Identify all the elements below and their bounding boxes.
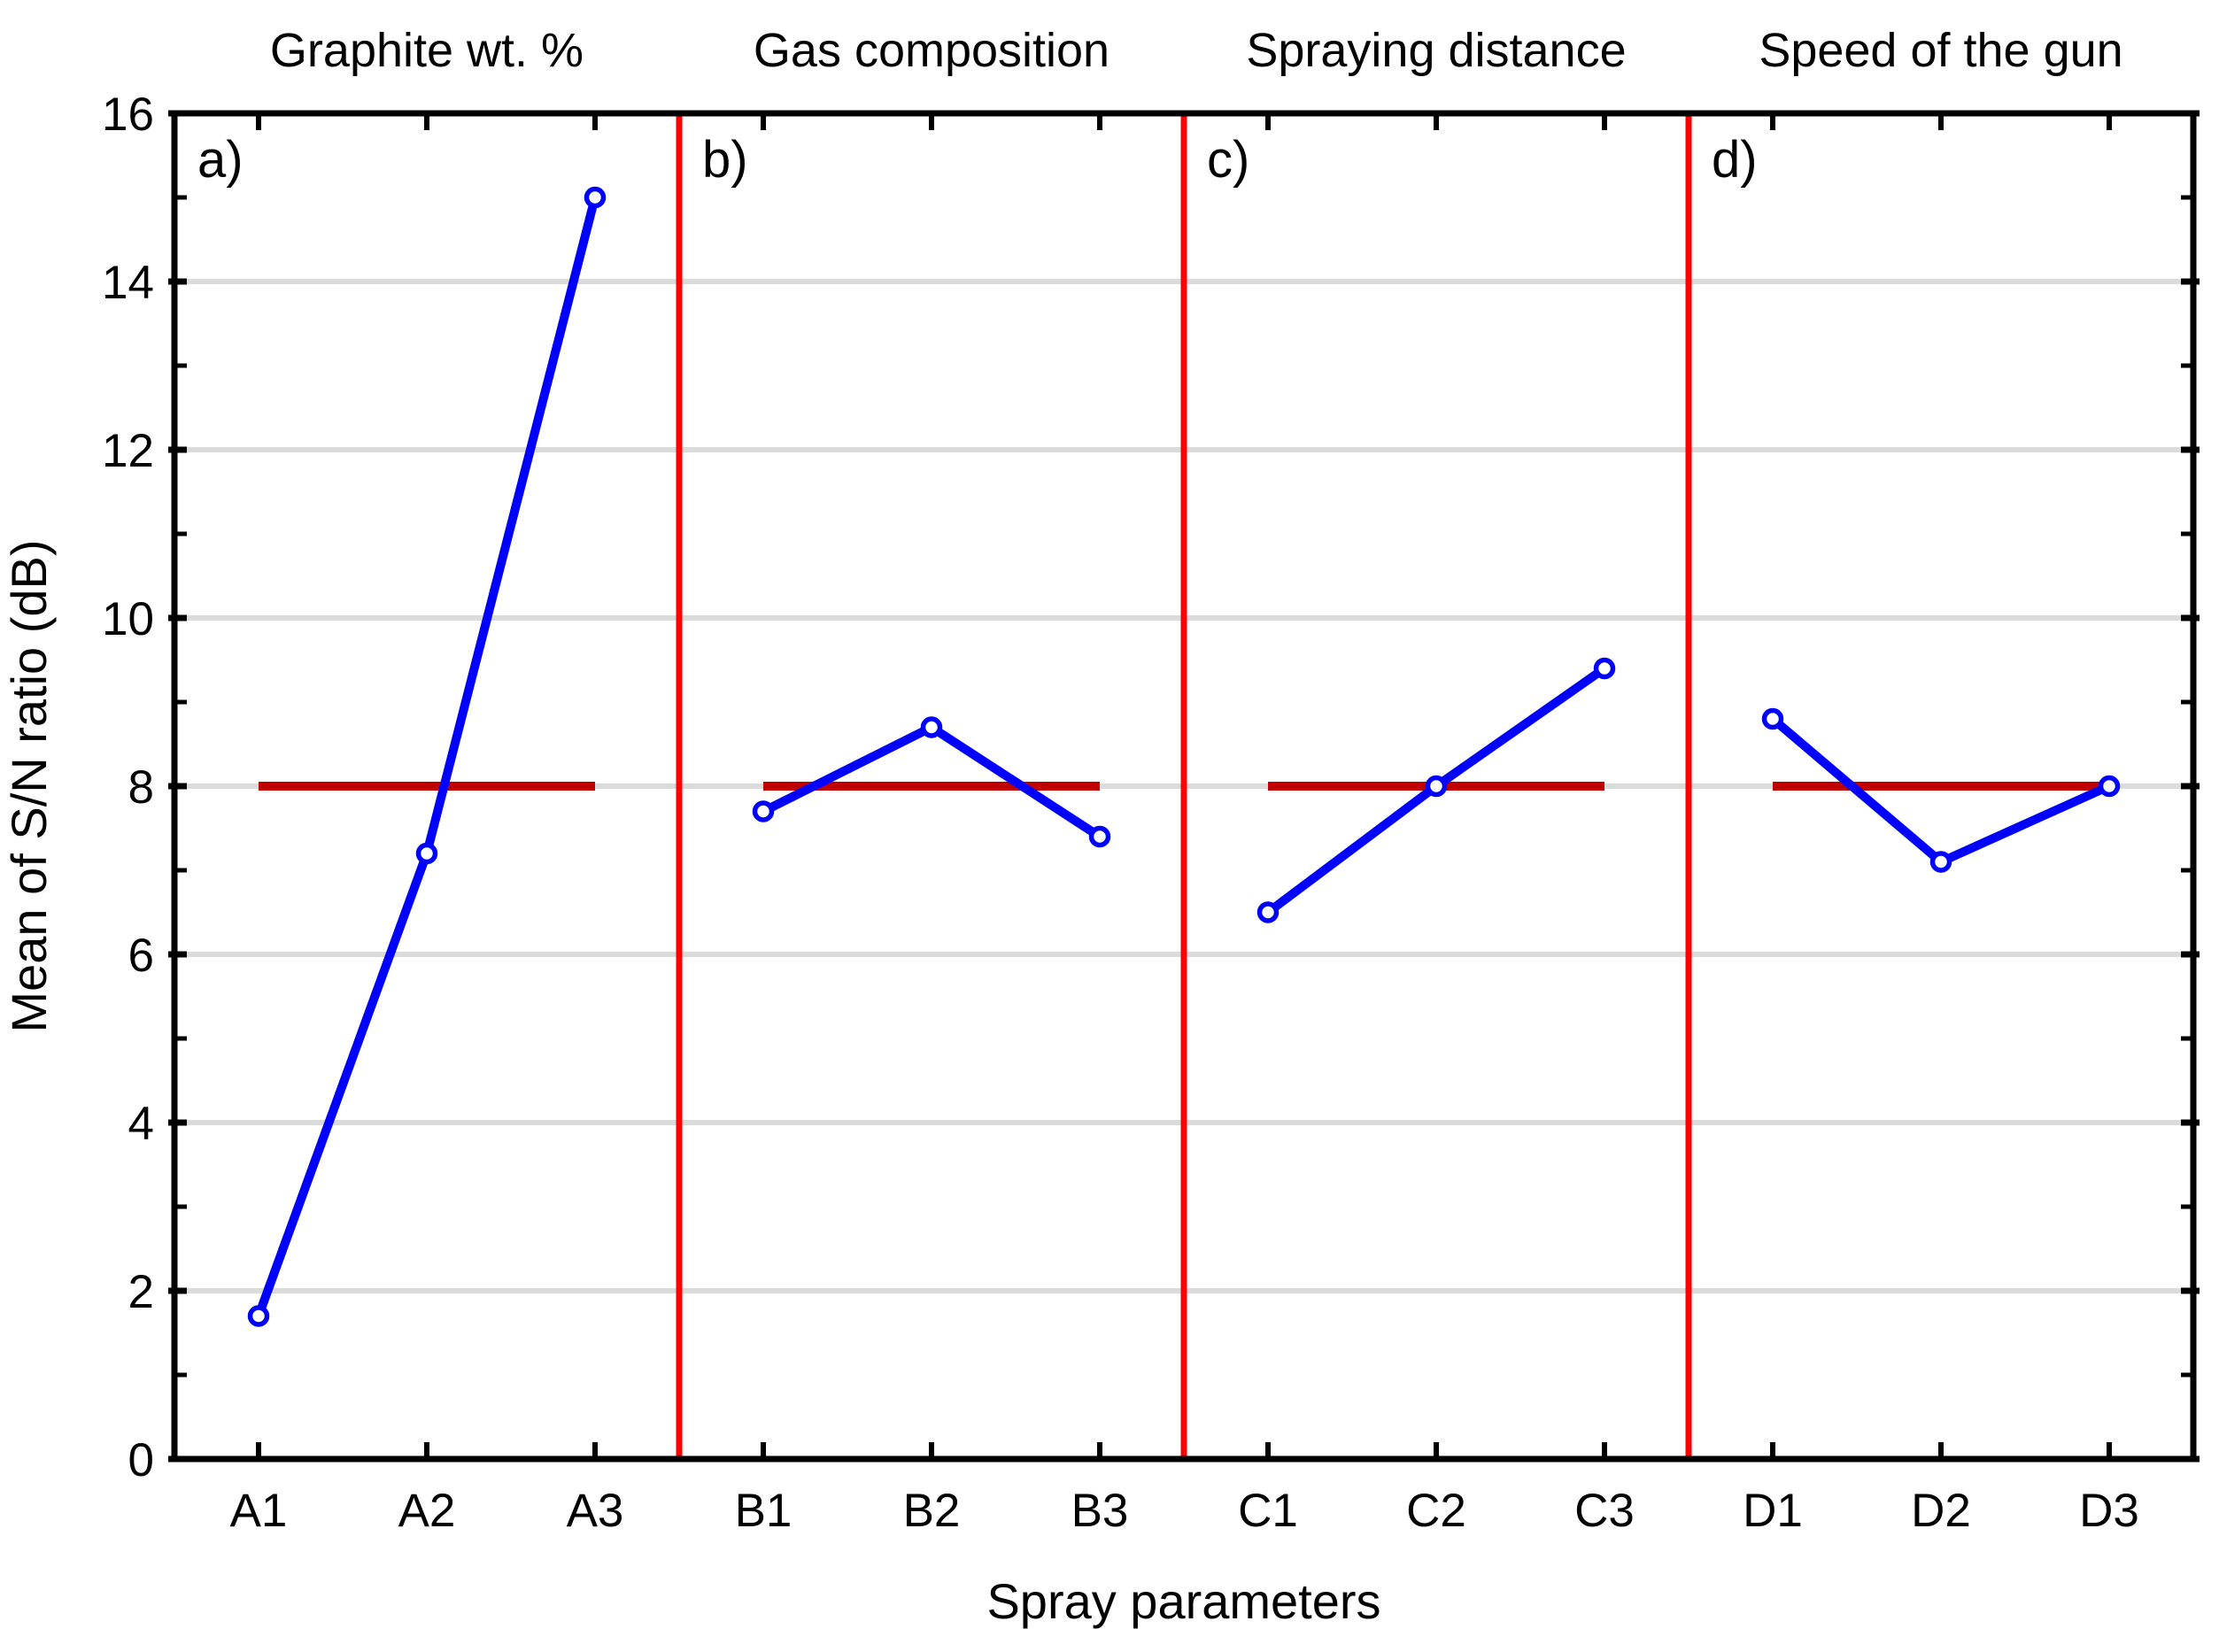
y-tick-label: 4 <box>128 1098 154 1150</box>
y-tick-label: 2 <box>128 1266 154 1318</box>
data-point-marker <box>1256 901 1280 923</box>
panel-title: Graphite wt. % <box>270 24 584 77</box>
panel-letter: b) <box>702 131 748 189</box>
x-tick-label: C2 <box>1406 1485 1466 1537</box>
panel-title: Spraying distance <box>1246 24 1626 77</box>
panel-title: Gas composition <box>754 24 1110 77</box>
y-tick-label: 10 <box>102 593 154 645</box>
panel-letter: d) <box>1712 131 1758 189</box>
y-axis-label: Mean of S/N ratio (dB) <box>1 539 57 1032</box>
x-tick-label: C1 <box>1238 1485 1298 1537</box>
data-point-marker <box>1593 657 1616 680</box>
data-point-marker <box>1425 775 1448 798</box>
data-point-marker <box>1929 851 1952 873</box>
x-tick-label: B2 <box>903 1485 961 1537</box>
y-tick-label: 0 <box>128 1434 154 1486</box>
y-tick-label: 12 <box>102 425 154 477</box>
x-tick-label: B1 <box>735 1485 792 1537</box>
y-tick-label: 14 <box>102 257 154 309</box>
data-point-marker <box>2098 775 2121 798</box>
panel-letter: a) <box>197 131 244 189</box>
data-point-marker <box>584 186 607 209</box>
x-tick-label: B3 <box>1071 1485 1129 1537</box>
x-tick-label: D3 <box>2079 1485 2139 1537</box>
y-tick-label: 16 <box>102 89 154 141</box>
y-tick-label: 8 <box>128 761 154 814</box>
x-tick-label: D1 <box>1743 1485 1803 1537</box>
panel-letter: c) <box>1207 131 1249 189</box>
x-tick-label: A1 <box>230 1485 288 1537</box>
data-point-marker <box>1088 825 1111 848</box>
x-tick-label: C3 <box>1574 1485 1635 1537</box>
data-point-marker <box>752 800 775 822</box>
data-point-marker <box>1761 707 1784 730</box>
y-tick-label: 6 <box>128 930 154 982</box>
x-tick-label: A2 <box>398 1485 456 1537</box>
x-tick-label: A3 <box>567 1485 624 1537</box>
data-point-marker <box>247 1305 270 1327</box>
data-point-marker <box>920 716 943 738</box>
panel-title: Speed of the gun <box>1759 24 2122 77</box>
x-axis-label: Spray parameters <box>986 1573 1380 1629</box>
data-point-marker <box>415 842 438 865</box>
x-tick-label: D2 <box>1911 1485 1971 1537</box>
